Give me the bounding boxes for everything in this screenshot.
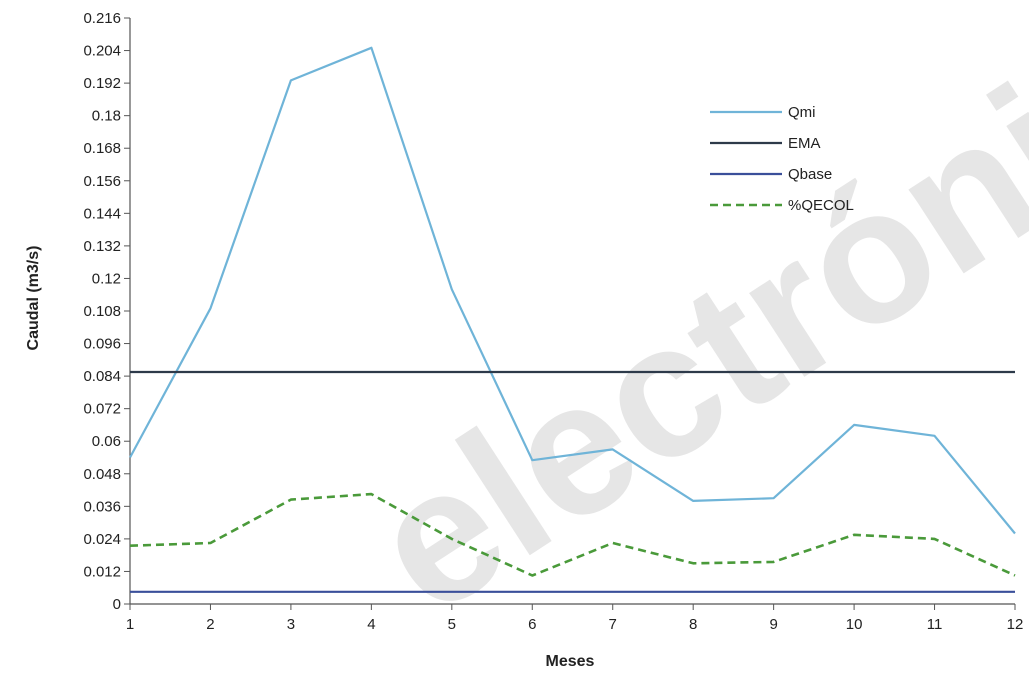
series-line-qecol bbox=[129, 492, 1016, 577]
watermark-text: electróni bbox=[337, 45, 1029, 654]
x-tick-label: 2 bbox=[206, 616, 214, 633]
x-tick-label: 1 bbox=[126, 616, 134, 633]
x-tick-label: 10 bbox=[846, 616, 863, 633]
y-tick-label: 0.168 bbox=[83, 140, 121, 157]
y-tick-label: 0.036 bbox=[83, 498, 121, 515]
x-tick-label: 9 bbox=[769, 616, 777, 633]
y-tick-label: 0.084 bbox=[83, 368, 121, 385]
legend-label-ema: EMA bbox=[788, 135, 821, 152]
y-tick-label: 0.132 bbox=[83, 238, 121, 255]
legend-label-qbase: Qbase bbox=[788, 166, 832, 183]
x-tick-label: 6 bbox=[528, 616, 536, 633]
x-tick-label: 4 bbox=[367, 616, 375, 633]
y-tick-label: 0.192 bbox=[83, 75, 121, 92]
y-tick-label: 0.144 bbox=[83, 205, 121, 222]
x-tick-label: 12 bbox=[1007, 616, 1024, 633]
legend-label-qmi: Qmi bbox=[788, 104, 816, 121]
legend: Qmi EMA Qbase %QECOL bbox=[710, 104, 854, 214]
y-tick-label: 0 bbox=[113, 596, 121, 613]
x-tick-label: 5 bbox=[448, 616, 456, 633]
y-tick-label: 0.108 bbox=[83, 303, 121, 320]
x-tick-label: 11 bbox=[927, 616, 943, 633]
y-tick-label: 0.072 bbox=[83, 401, 121, 418]
series-line-qmi bbox=[129, 46, 1016, 535]
y-tick-label: 0.204 bbox=[83, 43, 121, 60]
x-axis-title: Meses bbox=[546, 653, 595, 670]
y-tick-label: 0.06 bbox=[92, 433, 121, 450]
y-tick-label: 0.096 bbox=[83, 336, 121, 353]
y-tick-label: 0.156 bbox=[83, 173, 121, 190]
y-tick-label: 0.024 bbox=[83, 531, 121, 548]
series-layer bbox=[129, 46, 1016, 593]
legend-label-qecol: %QECOL bbox=[788, 197, 854, 214]
y-tick-label: 0.048 bbox=[83, 466, 121, 483]
x-tick-label: 8 bbox=[689, 616, 697, 633]
x-tick-label: 7 bbox=[609, 616, 617, 633]
y-axis-title: Caudal (m3/s) bbox=[25, 246, 42, 351]
x-tick-label: 3 bbox=[287, 616, 295, 633]
y-tick-label: 0.12 bbox=[92, 270, 121, 287]
axes: 0 0.012 0.024 0.036 0.048 0.06 0.072 0.084 0.096… bbox=[83, 10, 1023, 633]
y-tick-label: 0.216 bbox=[83, 10, 121, 27]
y-tick-label: 0.18 bbox=[92, 108, 121, 125]
y-tick-label: 0.012 bbox=[83, 563, 121, 580]
